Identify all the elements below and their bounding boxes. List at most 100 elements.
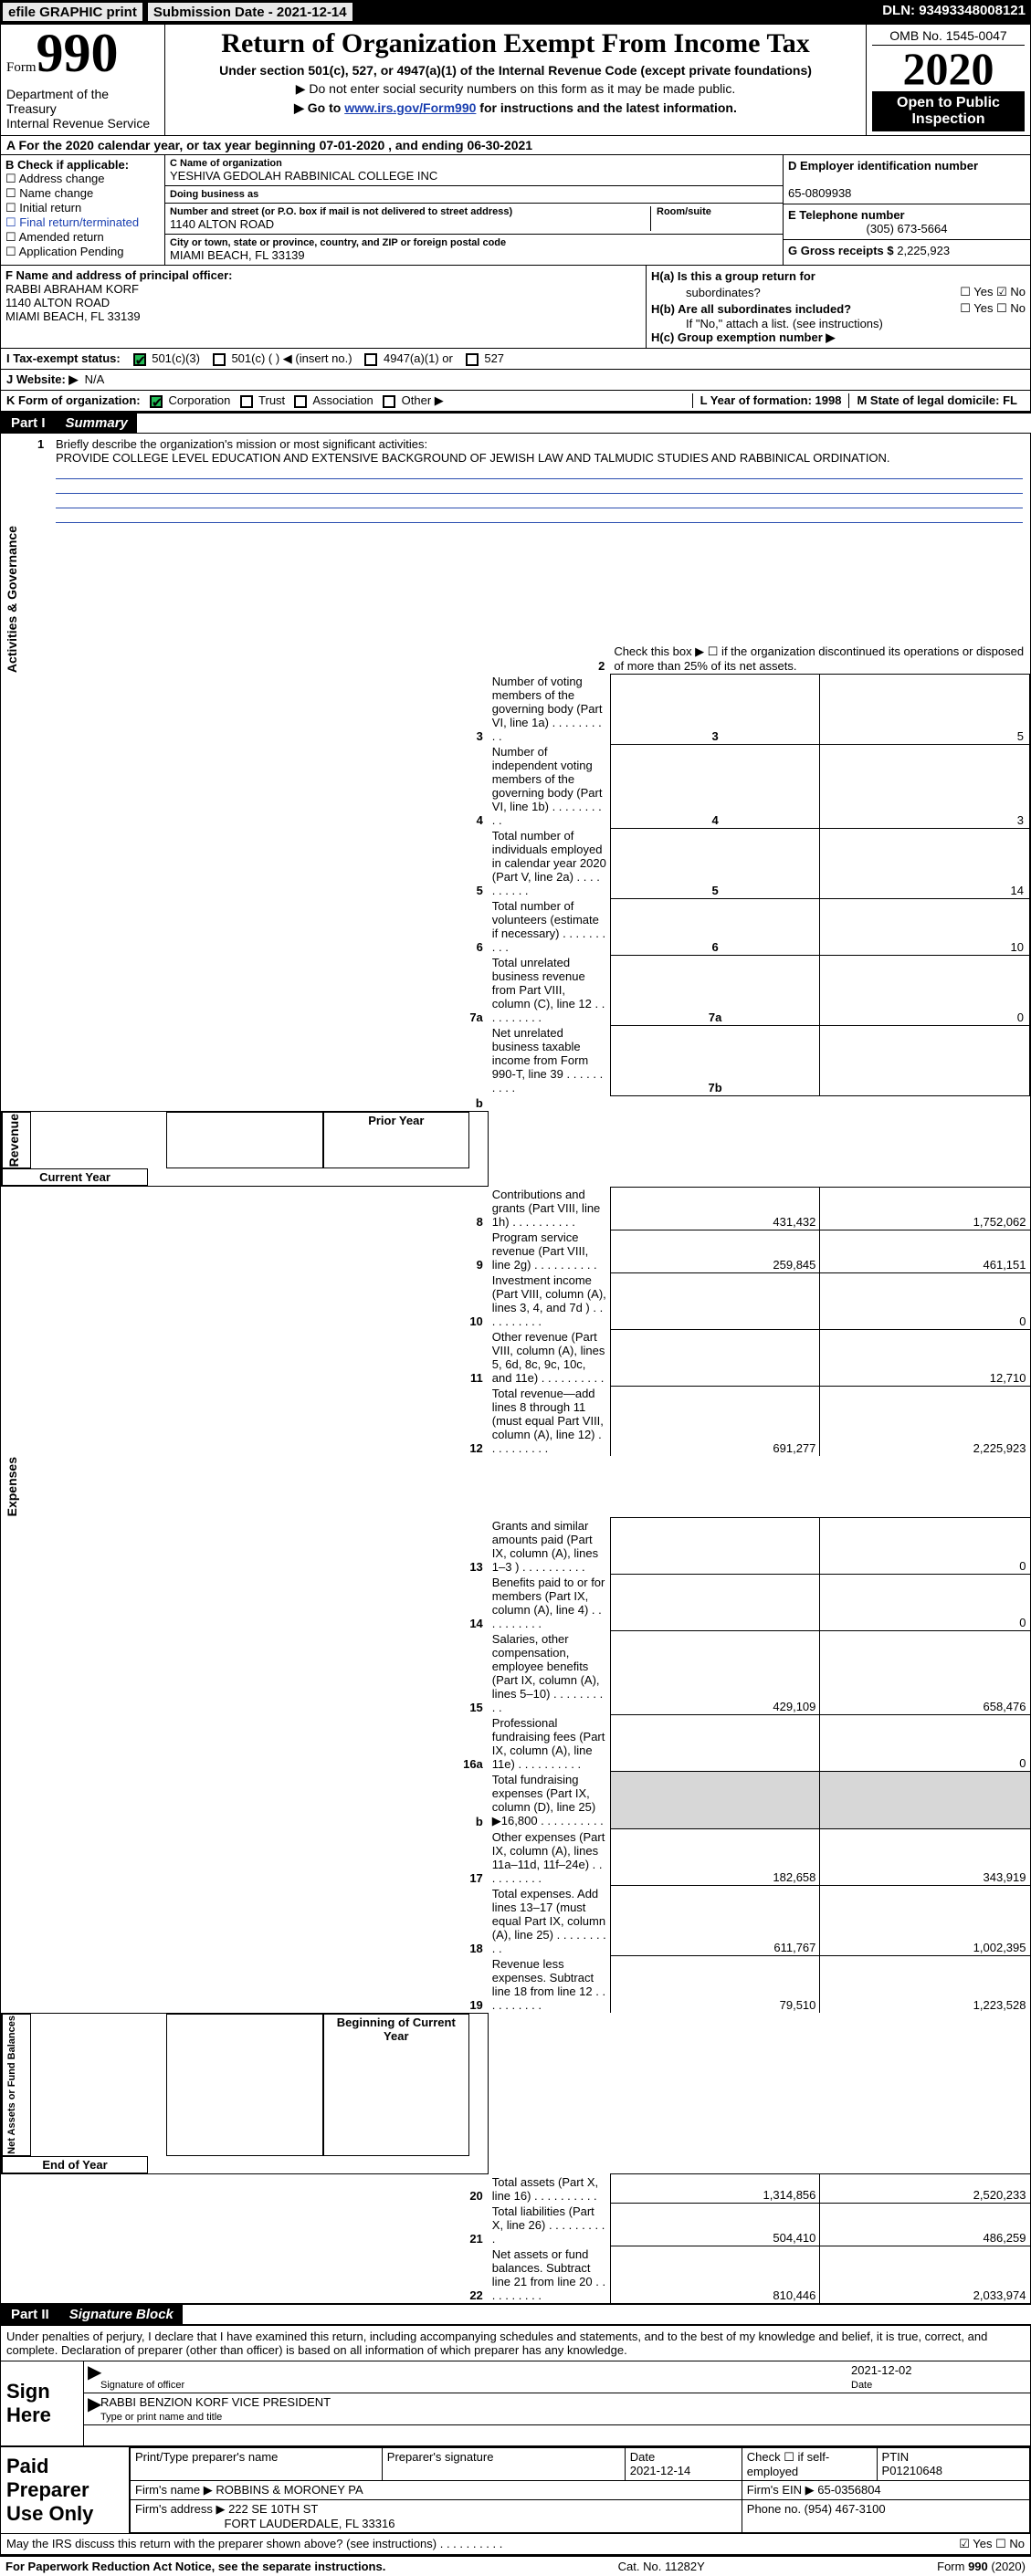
note-link: ▶ Go to www.irs.gov/Form990 for instruct… [171, 100, 860, 116]
org-name: YESHIVA GEDOLAH RABBINICAL COLLEGE INC [170, 169, 778, 183]
submission-date-chip: Submission Date - 2021-12-14 [147, 2, 353, 22]
gov-row: 4Number of independent voting members of… [1, 744, 1030, 828]
netassets-row: 22Net assets or fund balances. Subtract … [1, 2246, 1030, 2303]
officer-street: 1140 ALTON ROAD [5, 296, 110, 309]
expense-row: 16aProfessional fundraising fees (Part I… [1, 1715, 1030, 1772]
gross-receipts: 2,225,923 [897, 244, 950, 257]
row-a-tax-year: A For the 2020 calendar year, or tax yea… [0, 136, 1031, 155]
year-formation: L Year of formation: 1998 [700, 393, 842, 407]
firm-addr2: FORT LAUDERDALE, FL 33316 [225, 2517, 395, 2530]
side-revenue: Revenue [6, 1114, 21, 1167]
part1-body: 1 Briefly describe the organization's mi… [0, 434, 1031, 2304]
form-title: Return of Organization Exempt From Incom… [171, 28, 860, 59]
ha-yesno[interactable]: ☐ Yes ☑ No [960, 285, 1026, 299]
perjury-declaration: Under penalties of perjury, I declare th… [1, 2326, 1030, 2361]
revenue-row: 8Contributions and grants (Part VIII, li… [1, 1187, 1030, 1230]
top-bar: efile GRAPHIC print Submission Date - 20… [0, 0, 1031, 24]
col-f-officer: F Name and address of principal officer:… [1, 266, 647, 348]
side-netassets: Net Assets or Fund Balances [6, 2016, 17, 2154]
note-ssn: ▶ Do not enter social security numbers o… [171, 81, 860, 97]
gov-row: Net unrelated business taxable income fr… [1, 1025, 1030, 1095]
chk-application-pending[interactable]: Application Pending [5, 245, 123, 258]
chk-501c3[interactable] [133, 353, 146, 366]
chk-501c[interactable] [213, 353, 226, 366]
chk-527[interactable] [466, 353, 479, 366]
open-to-public: Open to PublicInspection [872, 91, 1025, 131]
sign-here-block: Sign Here ▶ Signature of officer 2021-12… [1, 2361, 1030, 2445]
dln: DLN: 93493348008121 [877, 0, 1031, 24]
efile-chip[interactable]: efile GRAPHIC print [2, 2, 143, 22]
form990-link[interactable]: www.irs.gov/Form990 [344, 100, 476, 115]
row-i-tax-status: I Tax-exempt status: 501(c)(3) 501(c) ( … [0, 349, 1031, 370]
chk-name-change[interactable]: Name change [5, 186, 93, 200]
sign-date: 2021-12-02 [851, 2363, 912, 2377]
chk-initial-return[interactable]: Initial return [5, 201, 81, 215]
ein: 65-0809938 [788, 186, 851, 200]
discuss-yesno[interactable]: ☑ Yes ☐ No [959, 2537, 1025, 2551]
firm-addr1: 222 SE 10TH ST [228, 2502, 318, 2516]
firm-phone: (954) 467-3100 [805, 2502, 886, 2516]
chk-4947[interactable] [364, 353, 377, 366]
chk-corp[interactable] [150, 395, 163, 408]
col-h-group: H(a) Is this a group return for subordin… [647, 266, 1030, 348]
firm-ein: 65-0356804 [817, 2483, 880, 2497]
paid-preparer-block: Paid Preparer Use Only Print/Type prepar… [1, 2445, 1030, 2533]
part2-header: Part II Signature Block [0, 2304, 1031, 2326]
col-c-org-info: C Name of organization YESHIVA GEDOLAH R… [165, 155, 784, 265]
revenue-row: 11Other revenue (Part VIII, column (A), … [1, 1329, 1030, 1386]
gov-row: 5Total number of individuals employed in… [1, 828, 1030, 898]
netassets-row: 21Total liabilities (Part X, line 26)504… [1, 2204, 1030, 2246]
revenue-row: 9Program service revenue (Part VIII, lin… [1, 1230, 1030, 1272]
expense-row: 19Revenue less expenses. Subtract line 1… [1, 1956, 1030, 2013]
chk-assoc[interactable] [294, 395, 307, 408]
tax-year: 2020 [872, 46, 1025, 91]
officer-name-title: RABBI BENZION KORF VICE PRESIDENT [100, 2395, 331, 2409]
part2-body: Under penalties of perjury, I declare th… [0, 2326, 1031, 2555]
block-fh: F Name and address of principal officer:… [0, 266, 1031, 349]
netassets-row: 20Total assets (Part X, line 16)1,314,85… [1, 2174, 1030, 2204]
col-deg: D Employer identification number 65-0809… [784, 155, 1030, 265]
chk-amended-return[interactable]: Amended return [5, 230, 104, 244]
side-expenses: Expenses [5, 1457, 19, 1516]
chk-trust[interactable] [240, 395, 253, 408]
hb-yesno[interactable]: ☐ Yes ☐ No [960, 301, 1026, 316]
expense-row: 15Salaries, other compensation, employee… [1, 1631, 1030, 1715]
org-city: MIAMI BEACH, FL 33139 [170, 248, 778, 262]
form-number: Form990 [6, 28, 159, 78]
row-k-form-org: K Form of organization: Corporation Trus… [0, 391, 1031, 412]
officer-city: MIAMI BEACH, FL 33139 [5, 309, 141, 323]
chk-other[interactable] [383, 395, 395, 408]
expense-row: 13Grants and similar amounts paid (Part … [1, 1518, 1030, 1575]
expense-row: bTotal fundraising expenses (Part IX, co… [1, 1772, 1030, 1829]
ptin: P01210648 [882, 2464, 943, 2477]
block-bcdeg: B Check if applicable: Address change Na… [0, 155, 1031, 266]
gov-row: 3Number of voting members of the governi… [1, 674, 1030, 744]
mission-block: 1 Briefly describe the organization's mi… [1, 434, 1030, 525]
form-subtitle: Under section 501(c), 527, or 4947(a)(1)… [171, 63, 860, 78]
part1-header: Part I Summary [0, 412, 1031, 434]
gov-row: 6Total number of volunteers (estimate if… [1, 898, 1030, 955]
gov-row: 7aTotal unrelated business revenue from … [1, 955, 1030, 1025]
firm-name: ROBBINS & MORONEY PA [216, 2483, 363, 2497]
revenue-row: 10Investment income (Part VIII, column (… [1, 1272, 1030, 1329]
chk-address-change[interactable]: Address change [5, 172, 105, 185]
org-street: 1140 ALTON ROAD [170, 217, 650, 231]
spacer-chip [357, 2, 394, 22]
expense-row: 18Total expenses. Add lines 13–17 (must … [1, 1886, 1030, 1956]
mission-text: PROVIDE COLLEGE LEVEL EDUCATION AND EXTE… [56, 451, 890, 465]
row-j-website: J Website: ▶ N/A [0, 370, 1031, 391]
col-b-checkboxes: B Check if applicable: Address change Na… [1, 155, 165, 265]
part1-table: Activities & Governance 2 Check this box… [1, 525, 1030, 2303]
website-value: N/A [85, 372, 105, 386]
telephone: (305) 673-5664 [788, 222, 1026, 236]
dept-treasury: Department of the TreasuryInternal Reven… [6, 87, 159, 131]
page-footer: For Paperwork Reduction Act Notice, see … [0, 2555, 1031, 2576]
form-header: Form990 Department of the TreasuryIntern… [0, 24, 1031, 136]
prep-date: 2021-12-14 [630, 2464, 691, 2477]
chk-self-employed[interactable]: Check ☐ if self-employed [742, 2447, 877, 2480]
state-domicile: M State of legal domicile: FL [857, 393, 1017, 407]
officer-name: RABBI ABRAHAM KORF [5, 282, 139, 296]
chk-final-return[interactable]: Final return/terminated [5, 215, 139, 229]
expense-row: 17Other expenses (Part IX, column (A), l… [1, 1829, 1030, 1886]
side-governance: Activities & Governance [5, 526, 19, 673]
